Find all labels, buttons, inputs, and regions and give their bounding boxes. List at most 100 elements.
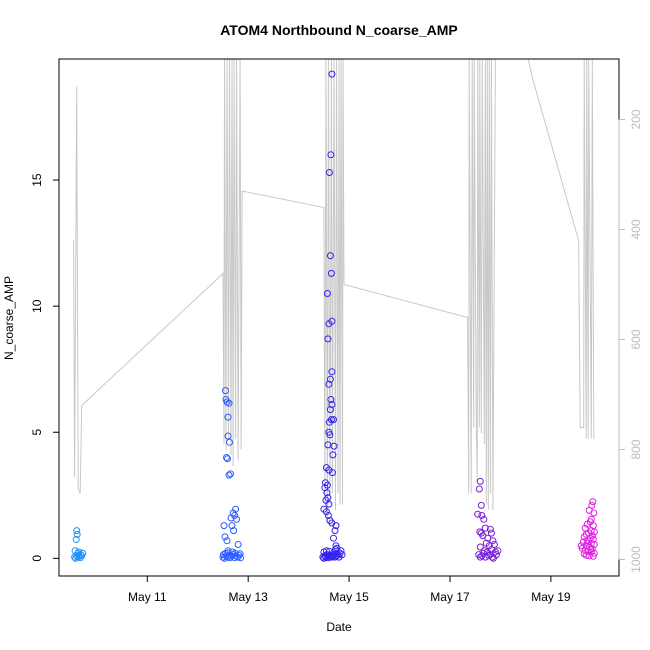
data-point: [589, 552, 597, 560]
data-point: [222, 387, 229, 395]
data-point: [476, 553, 484, 561]
data-point: [475, 485, 483, 493]
y-tick-label: 0: [30, 555, 44, 562]
data-point: [481, 524, 489, 532]
data-point: [223, 454, 230, 461]
data-point: [584, 539, 592, 547]
data-point: [480, 515, 488, 523]
data-point: [332, 546, 339, 553]
data-point: [325, 500, 333, 508]
data-point: [489, 554, 497, 562]
secondary-tick-label: 1000: [629, 546, 643, 573]
series-1: [71, 527, 87, 562]
data-point: [332, 522, 340, 530]
data-point: [233, 515, 241, 523]
series-4: [474, 477, 502, 562]
data-point: [494, 547, 502, 555]
data-point: [327, 151, 335, 159]
y-axis-title: N_coarse_AMP: [2, 276, 16, 360]
data-point: [328, 469, 336, 477]
data-point: [226, 438, 233, 446]
secondary-tick-label: 600: [629, 329, 643, 349]
data-point: [489, 537, 497, 545]
data-point: [322, 508, 330, 516]
data-point: [323, 489, 331, 497]
chart-title: ATOM4 Northbound N_coarse_AMP: [220, 22, 458, 38]
data-point: [220, 522, 228, 530]
data-point: [585, 552, 593, 560]
data-point: [485, 542, 493, 550]
data-point: [328, 401, 336, 408]
data-point: [476, 477, 484, 485]
data-point: [326, 375, 334, 383]
x-axis-title: Date: [326, 620, 352, 634]
data-point: [231, 549, 239, 557]
data-point: [474, 510, 482, 518]
data-point: [327, 396, 335, 403]
x-tick-label: May 13: [229, 590, 269, 604]
data-point: [324, 335, 332, 343]
x-tick-label: May 19: [531, 590, 571, 604]
data-point: [478, 512, 486, 519]
data-point: [330, 534, 337, 542]
data-point: [73, 552, 81, 560]
secondary-tick-label: 400: [629, 219, 643, 239]
data-points-layer: [71, 70, 598, 562]
data-point: [225, 399, 233, 407]
data-point: [583, 520, 591, 528]
data-point: [328, 70, 336, 78]
data-point: [224, 432, 232, 440]
data-point: [236, 550, 244, 558]
data-point: [325, 418, 333, 426]
data-point: [325, 547, 333, 555]
data-point: [222, 549, 229, 557]
data-point: [587, 546, 595, 553]
data-point: [228, 522, 236, 530]
data-point: [326, 252, 334, 260]
data-point: [224, 413, 232, 421]
data-point: [325, 380, 333, 388]
x-tick-label: May 15: [329, 590, 369, 604]
data-point: [326, 406, 334, 414]
y-tick-label: 15: [30, 173, 44, 187]
data-point: [234, 541, 242, 548]
series-2: [219, 387, 245, 562]
data-point: [326, 431, 334, 439]
data-point: [582, 551, 590, 559]
y-tick-label: 10: [30, 299, 44, 313]
data-point: [225, 549, 232, 557]
data-point: [476, 543, 484, 551]
data-point: [322, 547, 330, 555]
data-point: [325, 320, 333, 328]
data-point: [221, 533, 229, 541]
data-point: [230, 527, 238, 535]
data-point: [487, 529, 495, 537]
data-point: [73, 527, 81, 535]
data-point: [490, 541, 498, 548]
data-point: [331, 527, 339, 535]
data-point: [590, 509, 598, 517]
x-tick-label: May 17: [430, 590, 470, 604]
secondary-tick-label: 800: [629, 439, 643, 459]
data-point: [486, 525, 494, 533]
data-point: [338, 551, 346, 559]
data-point: [225, 471, 233, 479]
series-3: [319, 70, 346, 562]
data-point: [224, 455, 231, 463]
data-point: [76, 554, 84, 562]
data-point: [227, 470, 234, 478]
data-point: [72, 535, 80, 543]
data-point: [237, 554, 245, 562]
data-point: [328, 368, 336, 376]
x-tick-label: May 11: [128, 590, 167, 604]
data-point: [324, 512, 332, 519]
data-point: [223, 537, 231, 545]
data-point: [330, 442, 338, 450]
data-point: [73, 530, 81, 538]
data-point: [589, 498, 597, 506]
data-point: [325, 169, 333, 176]
series-5: [577, 498, 598, 560]
axes-layer: May 11 May 13 May 15 May 17 May 19 0 5 10 15 200 4…: [30, 58, 643, 604]
